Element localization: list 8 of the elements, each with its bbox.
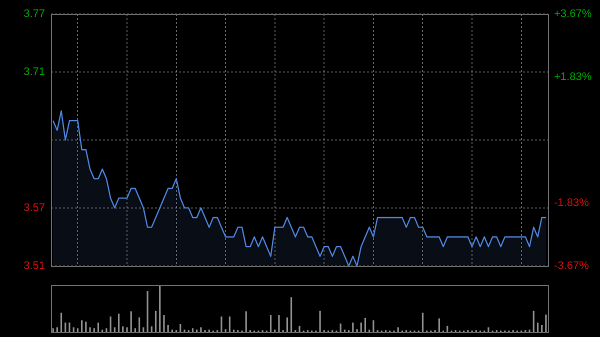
y-tick-label: 3.57: [24, 202, 45, 214]
y2-tick-label: +1.83%: [554, 71, 592, 84]
y2-tick-label: +3.67%: [554, 8, 592, 20]
y2-tick-label: -3.67%: [554, 260, 590, 272]
y2-tick-label: -1.83%: [554, 196, 590, 209]
y-tick-label: 3.77: [24, 8, 45, 20]
y-tick-label: 3.71: [24, 66, 45, 78]
y-tick-label: 3.51: [24, 260, 45, 272]
